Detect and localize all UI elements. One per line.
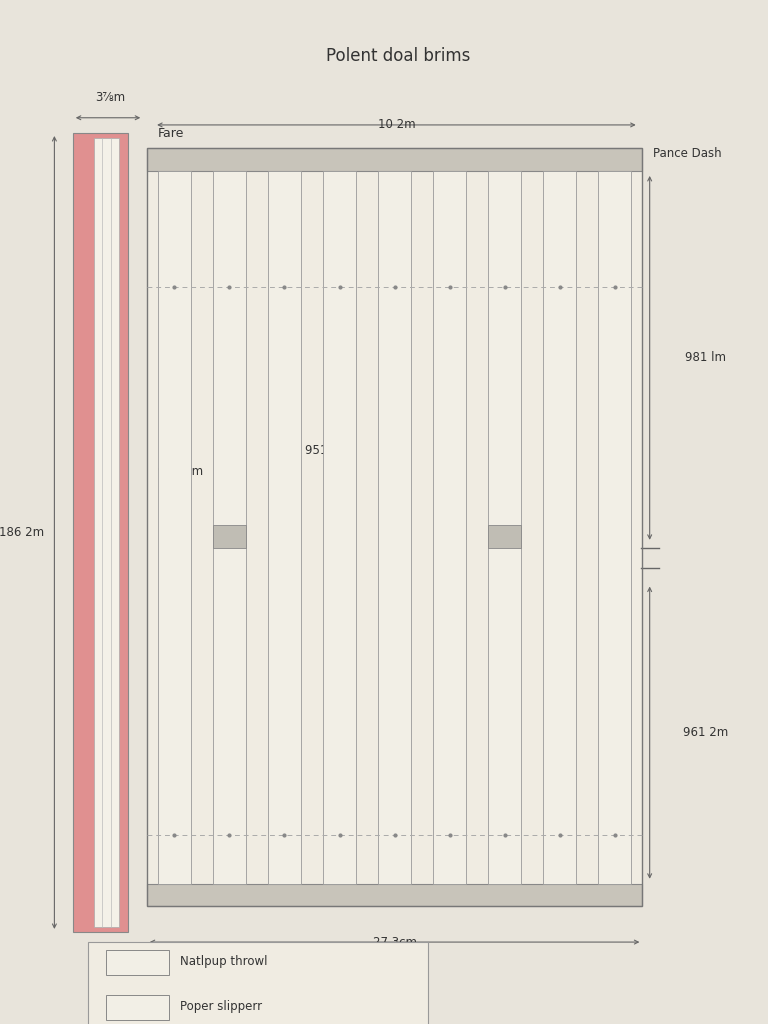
Bar (147, 148, 642, 171)
Bar (213, 525, 246, 548)
Bar (158, 171, 191, 884)
Bar (106, 950, 169, 975)
Bar (106, 995, 169, 1020)
Bar (147, 148, 642, 906)
Bar (73, 133, 128, 932)
Bar (94, 138, 120, 927)
Text: Fare: Fare (158, 127, 184, 140)
Bar (488, 171, 521, 884)
Text: 186 2m: 186 2m (0, 526, 44, 539)
Text: Pance Dash: Pance Dash (654, 147, 722, 160)
Text: 3⅞m: 3⅞m (94, 91, 125, 103)
Text: 965 7m: 965 7m (158, 465, 203, 477)
Bar (378, 171, 411, 884)
Bar (88, 942, 428, 1024)
Text: Polent doal brims: Polent doal brims (326, 47, 471, 66)
Text: 961 2m: 961 2m (683, 726, 728, 739)
Bar (213, 171, 246, 884)
Bar (147, 884, 642, 906)
Text: 951 7m: 951 7m (306, 444, 350, 457)
Text: 27 3cm: 27 3cm (372, 936, 416, 948)
Text: 10 2m: 10 2m (378, 119, 415, 131)
Text: Poper slipperr: Poper slipperr (180, 1000, 262, 1013)
Bar (268, 171, 301, 884)
Text: 981 lm: 981 lm (684, 351, 726, 365)
Bar (433, 171, 466, 884)
Bar (323, 171, 356, 884)
Bar (147, 148, 642, 906)
Text: Natlpup throwl: Natlpup throwl (180, 955, 267, 968)
Bar (543, 171, 576, 884)
Bar (598, 171, 631, 884)
Bar (488, 525, 521, 548)
